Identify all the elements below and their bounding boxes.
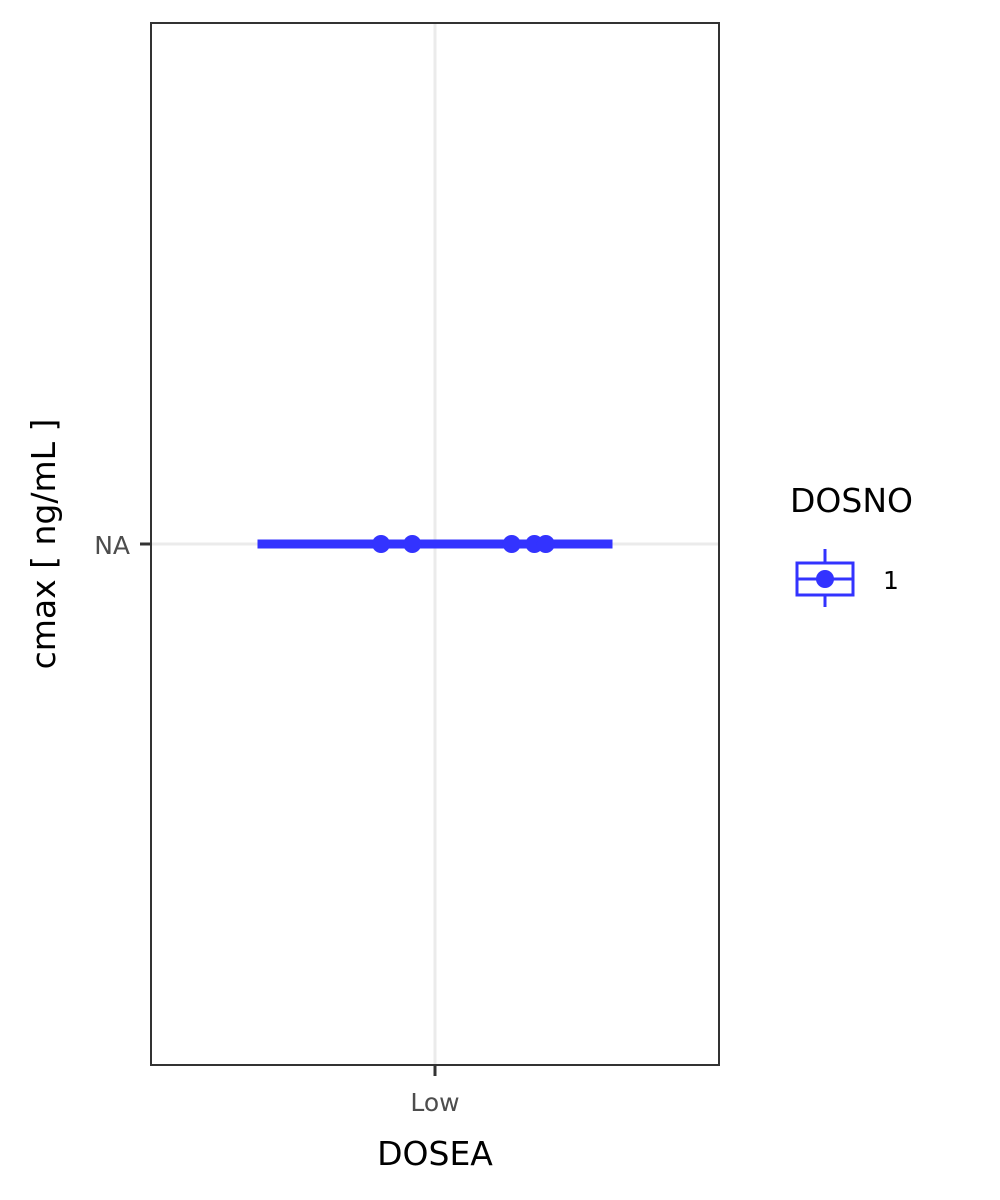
legend-key xyxy=(795,549,855,607)
y-tick-label: NA xyxy=(94,531,130,560)
data-point-0-0 xyxy=(372,535,391,553)
legend-label: 1 xyxy=(883,566,899,595)
data-point-0-4 xyxy=(536,535,555,553)
legend-point xyxy=(816,570,834,588)
legend-title: DOSNO xyxy=(790,481,913,520)
x-tick-label: Low xyxy=(410,1088,459,1117)
x-axis-title: DOSEA xyxy=(377,1134,493,1173)
y-axis-title: cmax [ ng/mL ] xyxy=(24,419,63,670)
data-layer xyxy=(257,535,613,553)
data-point-0-2 xyxy=(502,535,521,553)
data-point-0-1 xyxy=(403,535,422,553)
